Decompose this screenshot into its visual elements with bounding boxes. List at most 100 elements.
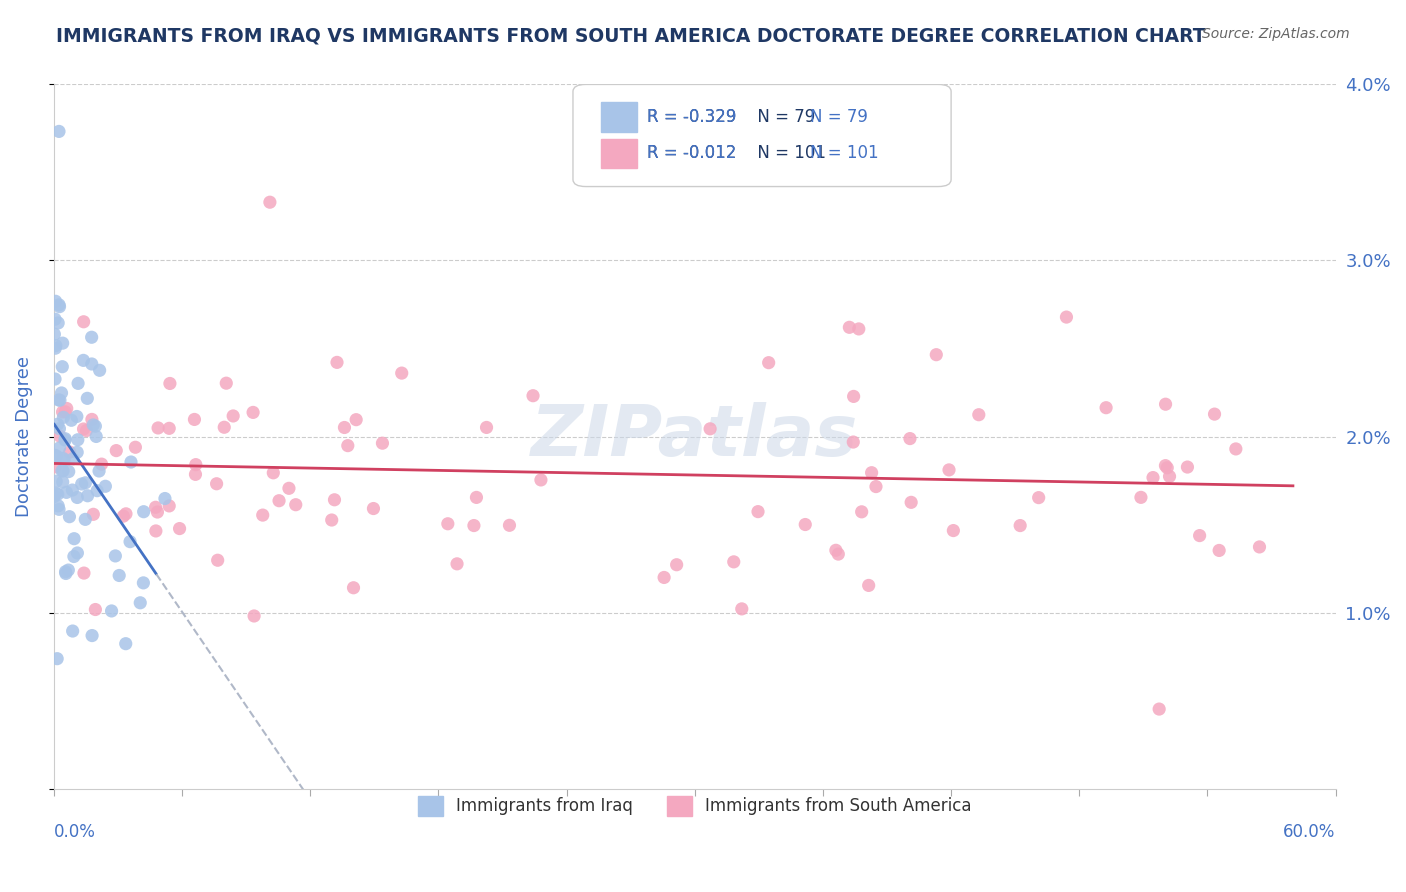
Point	[925, 348, 948, 362]
Point	[84, 602, 107, 616]
Point	[827, 547, 849, 561]
Point	[60, 483, 83, 497]
Point	[242, 405, 264, 419]
Point	[205, 476, 228, 491]
Point	[52, 410, 75, 425]
Point	[522, 389, 544, 403]
Point	[49, 393, 72, 408]
Point	[145, 500, 167, 515]
Point	[84, 419, 107, 434]
Point	[207, 553, 229, 567]
Point	[48, 124, 70, 138]
Point	[42, 490, 65, 504]
Point	[48, 392, 70, 407]
Point	[1154, 458, 1177, 473]
Point	[105, 443, 128, 458]
Point	[1225, 442, 1247, 456]
Point	[437, 516, 460, 531]
Point	[842, 389, 865, 403]
Point	[159, 376, 181, 391]
Point	[80, 357, 103, 371]
Point	[747, 505, 769, 519]
Point	[46, 417, 69, 432]
Point	[463, 518, 485, 533]
Text: N = 101: N = 101	[810, 145, 879, 162]
Point	[183, 412, 205, 426]
Point	[120, 455, 142, 469]
Point	[51, 464, 73, 478]
Point	[53, 433, 76, 447]
Point	[72, 422, 94, 436]
Point	[1249, 540, 1271, 554]
Point	[52, 336, 75, 351]
Point	[63, 532, 86, 546]
Point	[267, 493, 290, 508]
Point	[51, 359, 73, 374]
Point	[530, 473, 553, 487]
Point	[1159, 469, 1181, 483]
Point	[84, 429, 107, 443]
Point	[115, 507, 138, 521]
Point	[446, 557, 468, 571]
Point	[731, 602, 754, 616]
Point	[665, 558, 688, 572]
Point	[53, 432, 76, 446]
Point	[842, 435, 865, 450]
Point	[60, 413, 83, 427]
Point	[333, 420, 356, 434]
Point	[323, 492, 346, 507]
Point	[58, 465, 80, 479]
Point	[475, 420, 498, 434]
Point	[70, 477, 93, 491]
Point	[112, 509, 135, 524]
Point	[46, 316, 69, 330]
Point	[1147, 702, 1170, 716]
Point	[157, 421, 180, 435]
Point	[723, 555, 745, 569]
Point	[215, 376, 238, 391]
Point	[1054, 310, 1077, 324]
Text: R = -0.329: R = -0.329	[647, 108, 737, 126]
Point	[865, 479, 887, 493]
Point	[55, 565, 77, 579]
FancyBboxPatch shape	[574, 85, 950, 186]
Point	[45, 294, 67, 309]
Text: R = -0.012: R = -0.012	[647, 145, 737, 162]
Point	[825, 543, 848, 558]
Point	[465, 491, 488, 505]
Point	[62, 451, 84, 466]
Point	[1188, 528, 1211, 542]
Point	[259, 195, 281, 210]
Point	[66, 546, 89, 560]
Point	[82, 508, 104, 522]
Point	[851, 505, 873, 519]
Point	[342, 581, 364, 595]
Point	[58, 563, 80, 577]
Point	[45, 475, 67, 489]
Point	[262, 466, 284, 480]
Point	[80, 412, 103, 426]
Point	[58, 509, 80, 524]
Point	[67, 376, 90, 391]
Text: R = -0.012    N = 101: R = -0.012 N = 101	[647, 145, 827, 162]
Point	[75, 512, 97, 526]
Point	[44, 448, 66, 462]
Point	[1129, 491, 1152, 505]
Point	[75, 475, 97, 490]
Point	[44, 327, 66, 342]
Point	[758, 356, 780, 370]
Point	[73, 566, 96, 580]
Point	[66, 433, 89, 447]
Point	[326, 355, 349, 369]
Point	[1142, 470, 1164, 484]
Point	[153, 491, 176, 506]
Point	[80, 330, 103, 344]
Point	[1095, 401, 1118, 415]
Point	[321, 513, 343, 527]
Point	[336, 439, 359, 453]
Text: N = 79: N = 79	[810, 108, 868, 126]
Point	[48, 300, 70, 314]
Bar	[602, 138, 637, 169]
Point	[1154, 397, 1177, 411]
Point	[284, 498, 307, 512]
